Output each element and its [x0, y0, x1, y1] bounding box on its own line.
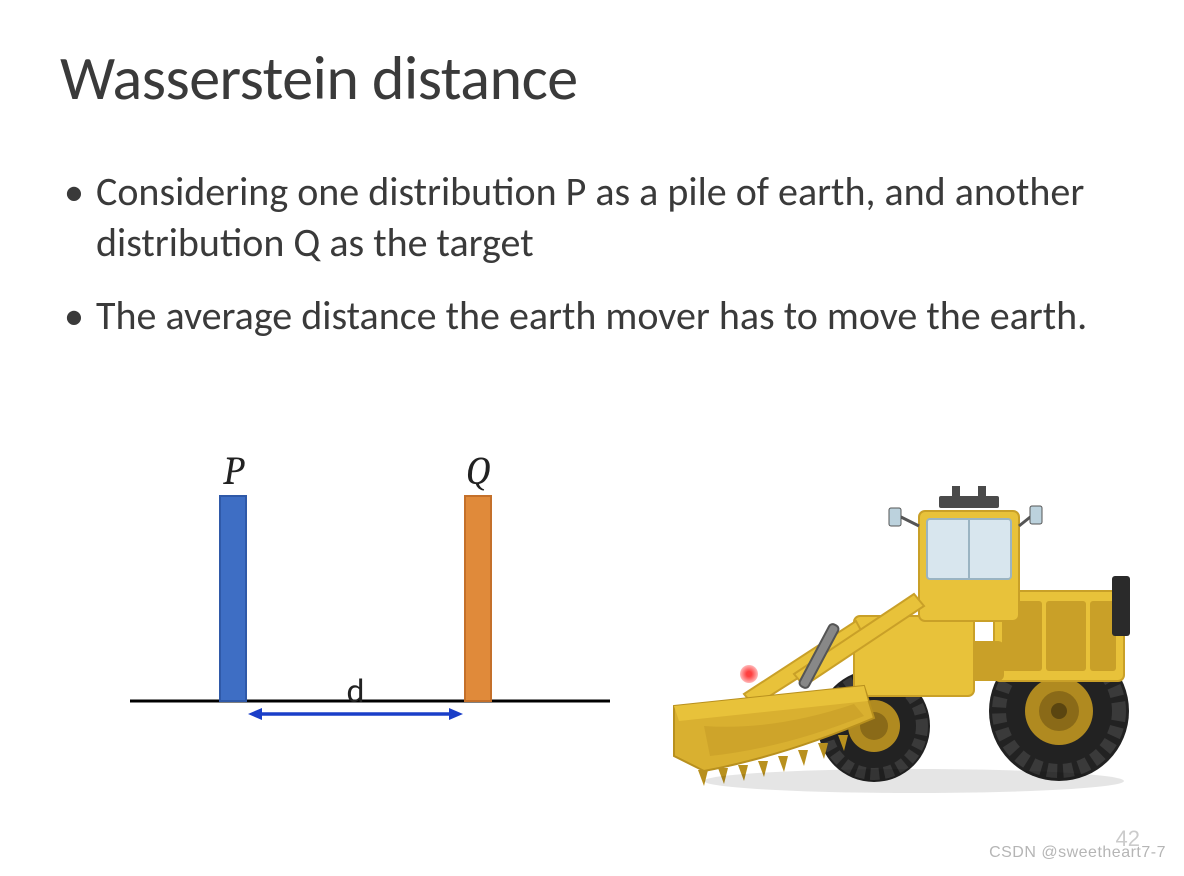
- page-title: Wasserstein distance: [60, 40, 1124, 116]
- shadow: [704, 769, 1124, 793]
- bar-p-label: P: [223, 456, 245, 494]
- distance-label: d: [347, 671, 365, 712]
- watermark: CSDN @sweetheart7-7: [989, 844, 1166, 862]
- slide: Wasserstein distance Considering one dis…: [0, 0, 1184, 876]
- bullet-item: Considering one distribution P as a pile…: [60, 166, 1124, 268]
- distribution-chart: {} P Q d: [120, 456, 620, 756]
- bullet-item: The average distance the earth mover has…: [60, 290, 1124, 341]
- bar-q: [465, 496, 491, 701]
- graphics-area: {} P Q d: [0, 446, 1184, 846]
- bulldozer-icon: [664, 456, 1144, 796]
- bar-p: [220, 496, 246, 701]
- bullet-list: Considering one distribution P as a pile…: [60, 166, 1124, 342]
- pointer-dot: [740, 665, 758, 683]
- bar-q-label: Q: [466, 456, 491, 494]
